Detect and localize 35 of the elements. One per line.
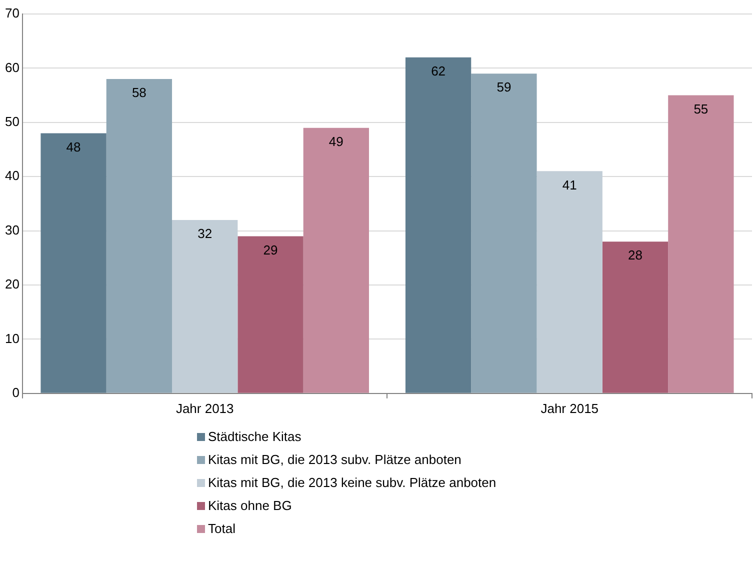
bar <box>238 236 304 393</box>
bar <box>303 128 369 393</box>
bar <box>536 171 602 393</box>
legend-label: Total <box>208 521 236 536</box>
bar <box>471 74 537 393</box>
legend-label: Kitas ohne BG <box>208 498 292 513</box>
legend-label: Städtische Kitas <box>208 429 302 444</box>
data-label: 49 <box>328 134 344 149</box>
y-tick-label: 10 <box>4 330 20 346</box>
data-label: 32 <box>198 226 212 242</box>
bar <box>668 95 734 393</box>
bar <box>405 57 472 393</box>
data-label: 58 <box>132 85 146 100</box>
bar <box>106 79 172 393</box>
y-tick-label: 70 <box>4 6 20 21</box>
data-label: 62 <box>431 63 446 78</box>
legend-label: Kitas mit BG, die 2013 subv. Plätze anboten <box>208 452 462 467</box>
y-tick-label: 20 <box>4 276 20 292</box>
data-label: 29 <box>263 242 278 258</box>
data-label: 59 <box>496 80 512 95</box>
bar <box>40 133 106 393</box>
x-tick-label: Jahr 2015 <box>540 400 599 416</box>
y-tick-label: 40 <box>4 168 20 184</box>
y-tick-label: 50 <box>4 114 20 129</box>
data-label: 41 <box>562 177 577 192</box>
legend-label: Kitas mit BG, die 2013 keine subv. Plätze anboten <box>208 475 496 490</box>
bar <box>602 242 668 393</box>
data-label: 28 <box>628 248 643 263</box>
data-label: 48 <box>66 139 81 154</box>
y-tick-label: 60 <box>4 60 20 75</box>
bar <box>172 220 238 393</box>
y-tick-label: 30 <box>4 222 20 238</box>
data-label: 55 <box>694 101 708 116</box>
y-tick-label: 0 <box>12 384 20 400</box>
x-tick-label: Jahr 2013 <box>176 400 234 416</box>
